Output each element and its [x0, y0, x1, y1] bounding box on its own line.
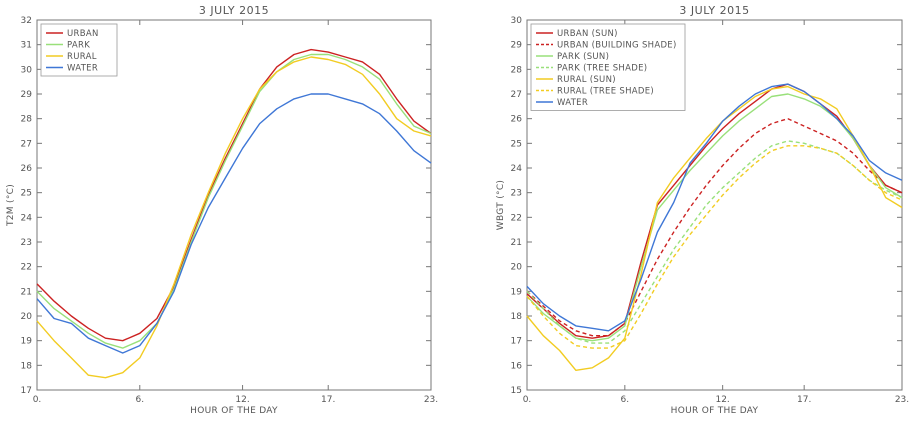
y-axis-label: T2M (°C) [6, 184, 16, 227]
y-tick-label: 17 [21, 386, 32, 396]
x-tick-label: 0. [523, 395, 532, 405]
y-tick-label: 26 [21, 164, 33, 174]
legend-label: RURAL (TREE SHADE) [557, 87, 654, 97]
legend-label: PARK (SUN) [557, 52, 609, 62]
x-axis-label: HOUR OF THE DAY [190, 406, 278, 416]
y-tick-label: 20 [21, 312, 33, 322]
legend-label: URBAN [67, 29, 99, 39]
legend-label: RURAL (SUN) [557, 75, 616, 85]
legend: URBAN (SUN) URBAN (BUILDING SHADE)PARK (S… [531, 24, 685, 111]
y-tick-label: 23 [511, 189, 522, 199]
y-tick-label: 30 [21, 65, 33, 75]
chart-title: 3 JULY 2015 [199, 4, 269, 17]
y-tick-label: 28 [511, 65, 523, 75]
legend-label: RURAL [67, 52, 97, 62]
x-tick-label: 23. [424, 395, 438, 405]
y-axis-label: WBGT (°C) [496, 180, 506, 230]
y-tick-label: 21 [511, 238, 522, 248]
x-tick-label: 6. [135, 395, 144, 405]
x-tick-label: 12. [235, 395, 249, 405]
y-tick-label: 25 [21, 189, 32, 199]
x-tick-label: 17. [797, 395, 811, 405]
y-tick-label: 28 [21, 115, 33, 125]
y-tick-label: 24 [21, 213, 33, 223]
x-axis-label: HOUR OF THE DAY [671, 406, 759, 416]
y-tick-label: 15 [511, 386, 522, 396]
y-tick-label: 22 [511, 213, 522, 223]
y-tick-label: 19 [511, 287, 523, 297]
x-tick-label: 0. [33, 395, 42, 405]
legend-label: URBAN (BUILDING SHADE) [557, 41, 677, 51]
legend-label: WATER [67, 64, 98, 74]
y-tick-label: 16 [511, 361, 523, 371]
x-tick-label: 17. [321, 395, 335, 405]
y-tick-label: 21 [21, 287, 32, 297]
x-tick-label: 12. [715, 395, 729, 405]
y-tick-label: 17 [511, 337, 522, 347]
y-tick-label: 25 [511, 139, 522, 149]
legend-label: WATER [557, 98, 588, 108]
y-tick-label: 29 [511, 41, 523, 51]
y-tick-label: 27 [511, 90, 522, 100]
y-tick-label: 24 [511, 164, 523, 174]
y-tick-label: 32 [21, 16, 32, 26]
y-tick-label: 31 [21, 41, 32, 51]
legend-label: PARK (TREE SHADE) [557, 64, 647, 74]
y-tick-label: 29 [21, 90, 33, 100]
y-tick-label: 20 [511, 263, 523, 273]
x-tick-label: 6. [621, 395, 630, 405]
y-tick-label: 26 [511, 115, 523, 125]
chart-title: 3 JULY 2015 [679, 4, 749, 17]
x-tick-label: 23. [895, 395, 909, 405]
y-tick-label: 18 [511, 312, 523, 322]
legend-label: URBAN (SUN) [557, 29, 618, 39]
y-tick-label: 22 [21, 263, 32, 273]
y-tick-label: 30 [511, 16, 523, 26]
y-tick-label: 27 [21, 139, 32, 149]
y-tick-label: 23 [21, 238, 32, 248]
y-tick-label: 19 [21, 337, 33, 347]
y-tick-label: 18 [21, 361, 33, 371]
legend-label: PARK [67, 41, 90, 51]
